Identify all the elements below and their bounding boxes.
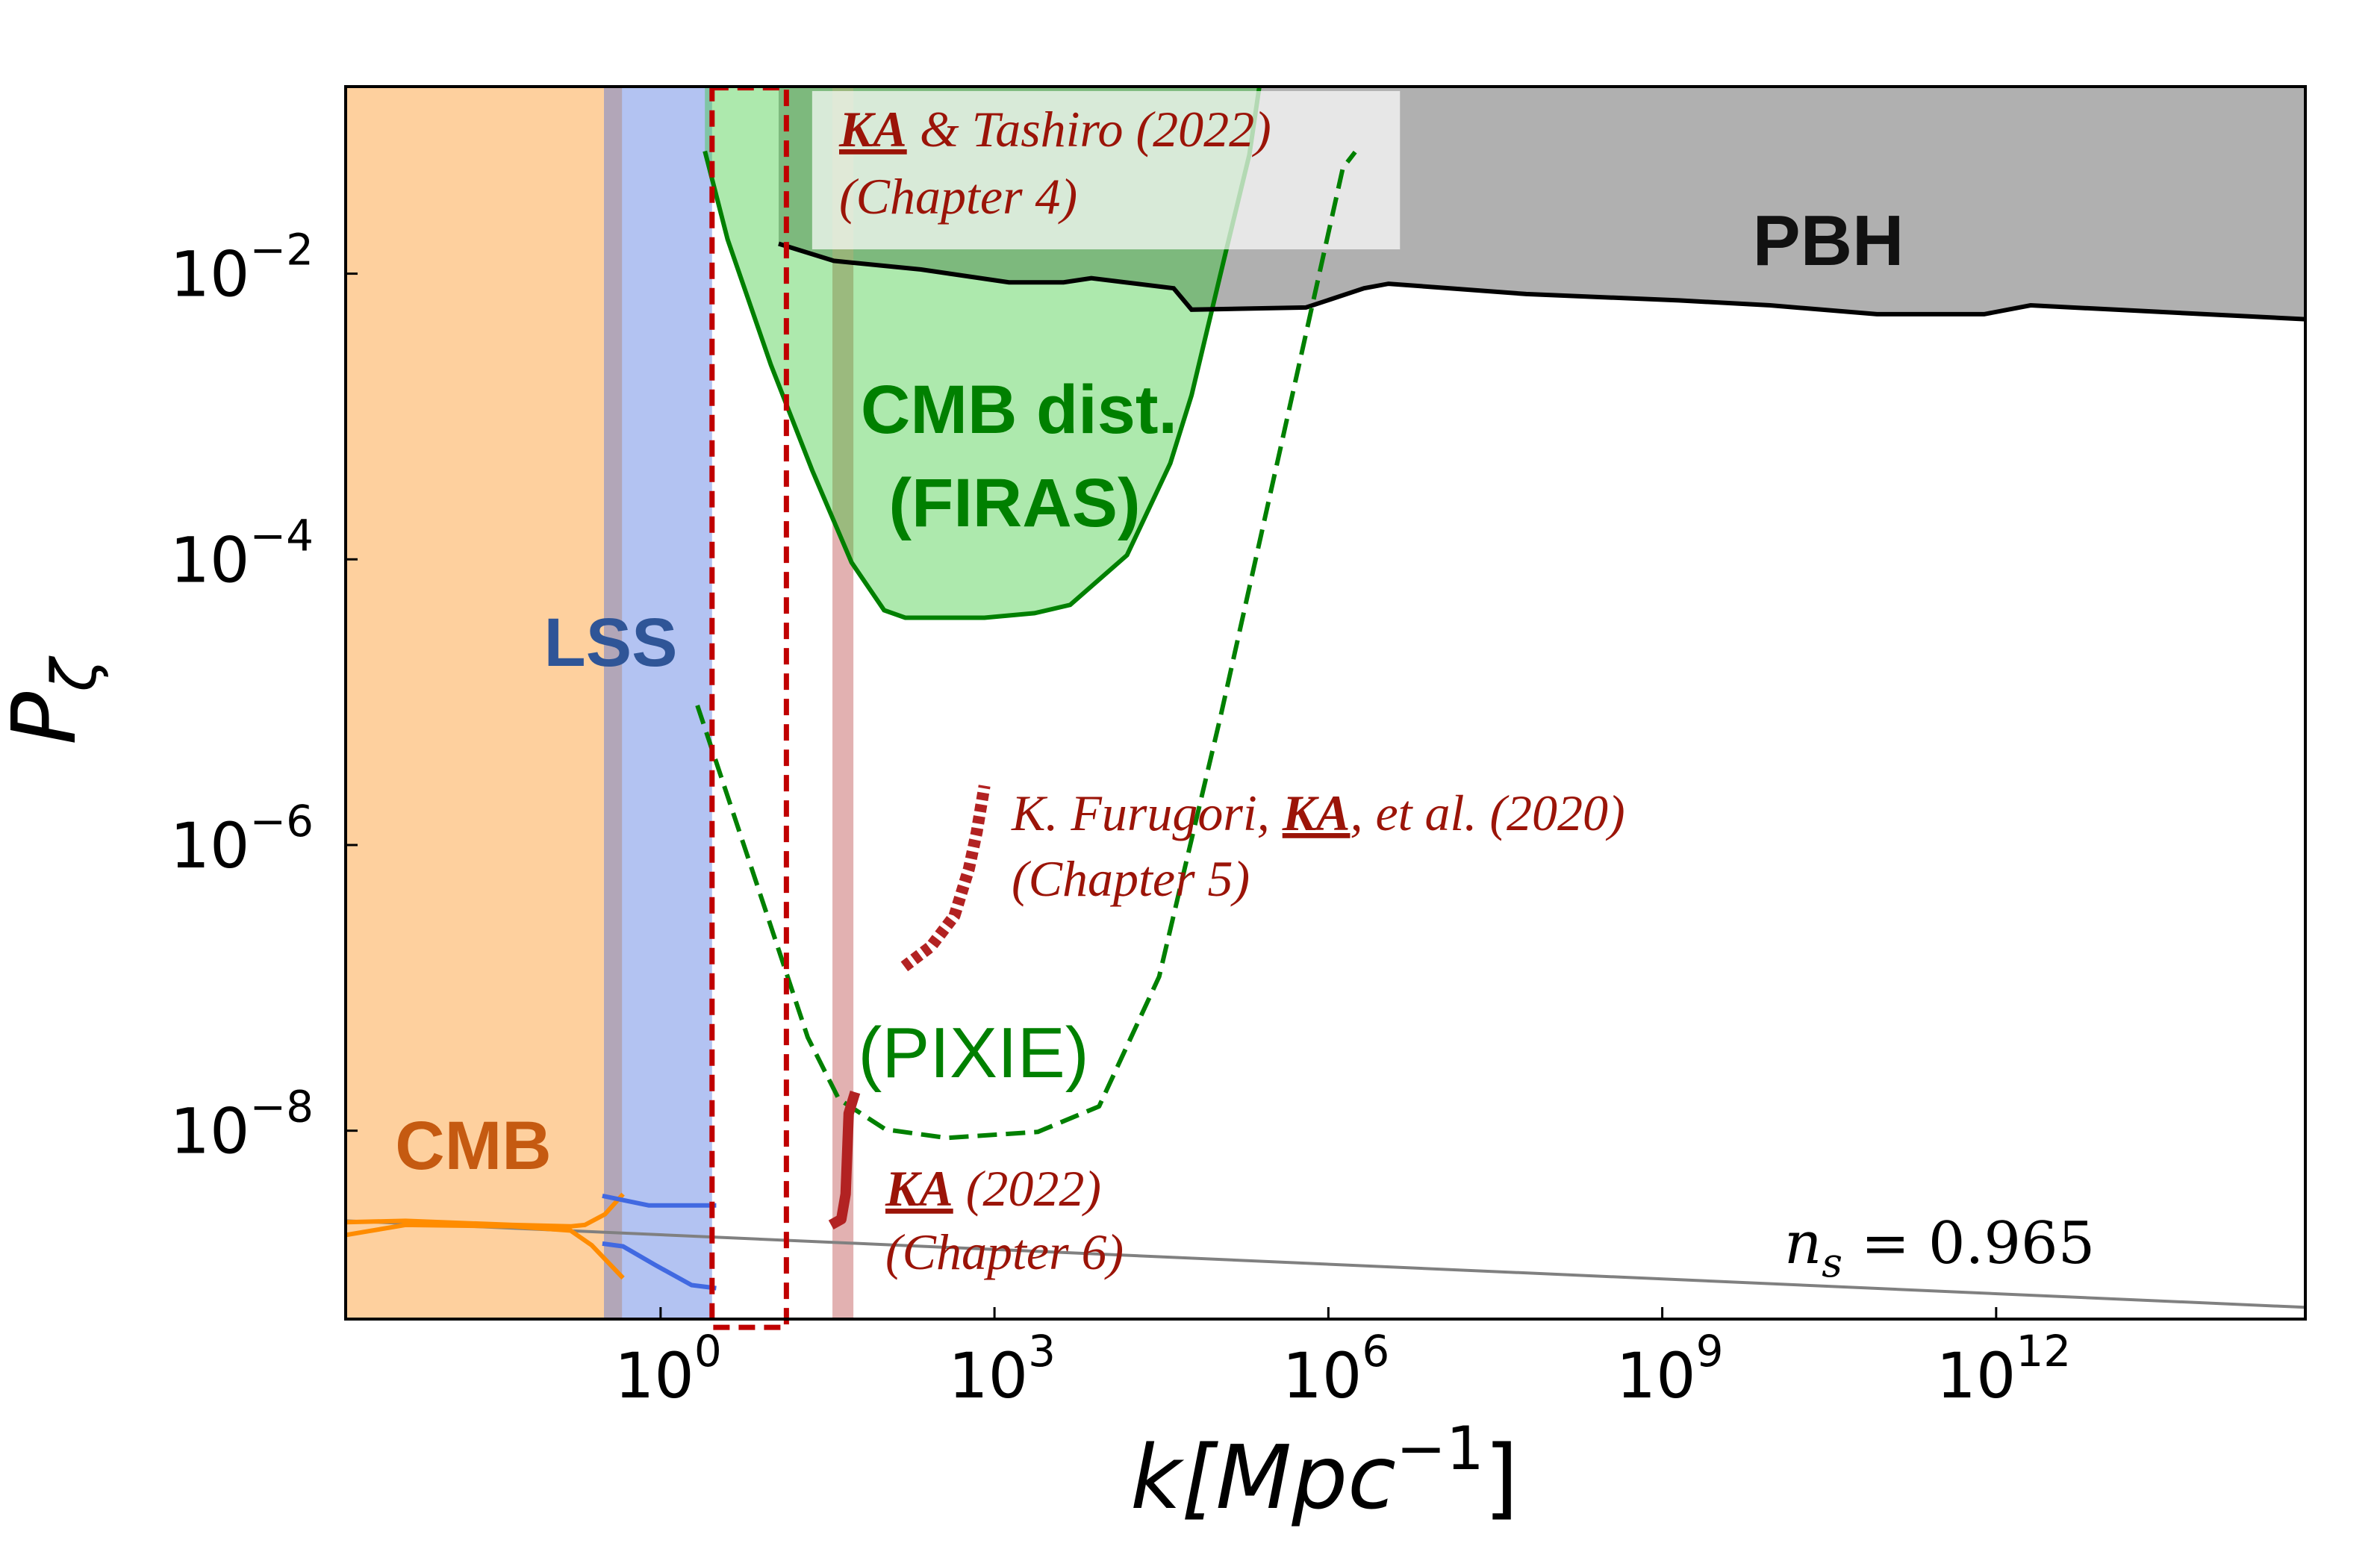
- x-tick-exp: 12: [2016, 1326, 2071, 1377]
- x-tick-label: 100: [614, 1326, 722, 1412]
- series-line-0: [695, 150, 1357, 1141]
- ka2022-annotation: KA (2022): [885, 1160, 1101, 1217]
- author-highlight: KA: [1282, 785, 1351, 841]
- ka2022-citation: (2022): [953, 1160, 1101, 1217]
- y-tick-label: 10−8: [170, 1082, 314, 1168]
- plot-frame: [344, 85, 2307, 1321]
- tashiro-chapter: (Chapter 4): [839, 168, 1077, 225]
- ns-symbol: n: [1784, 1210, 1822, 1277]
- y-tick-label: 10−2: [170, 225, 314, 311]
- y-tick-exp: −2: [250, 225, 314, 275]
- x-tick-base: 10: [948, 1339, 1028, 1412]
- y-tick-exp: −4: [250, 510, 314, 561]
- firas-boundary: [703, 87, 1262, 620]
- furugori-authors: K. Furugori,: [1011, 785, 1283, 841]
- y-tick-label: 10−4: [170, 510, 314, 596]
- series-line-2: [346, 1192, 625, 1229]
- firas-label-2: (FIRAS): [888, 465, 1140, 541]
- pbh-label: PBH: [1753, 201, 1904, 281]
- author-highlight: KA: [885, 1160, 953, 1217]
- cmb-region: [346, 87, 623, 1319]
- series-line-3: [346, 1222, 625, 1280]
- x-tick-exp: 9: [1696, 1326, 1724, 1377]
- x-label-main: k[Mpc: [1130, 1426, 1396, 1529]
- x-tick-base: 10: [1936, 1339, 2016, 1412]
- series-line-6: [828, 1091, 861, 1230]
- y-label-sub: ζ: [40, 655, 110, 693]
- series-line-1: [346, 1219, 2305, 1309]
- furugori-chapter: (Chapter 5): [1012, 850, 1250, 907]
- cmb-lss-overlap: [604, 87, 623, 1319]
- series-line-7: [900, 785, 991, 972]
- ka2022-chapter: (Chapter 6): [885, 1224, 1124, 1280]
- tashiro-citation: & Tashiro (2022): [907, 101, 1271, 158]
- y-tick-base: 10: [170, 523, 250, 596]
- y-tick-base: 10: [170, 809, 250, 882]
- x-tick-exp: 3: [1028, 1326, 1056, 1377]
- x-tick-label: 103: [948, 1326, 1056, 1412]
- x-tick-label: 109: [1616, 1326, 1724, 1412]
- y-tick-exp: −8: [250, 1082, 314, 1132]
- y-tick-label: 10−6: [170, 796, 314, 882]
- y-tick-base: 10: [170, 238, 250, 311]
- x-tick-label: 1012: [1936, 1326, 2071, 1412]
- pixie-label: (PIXIE): [858, 1013, 1088, 1093]
- regions-layer: [346, 87, 2305, 1319]
- y-label-main: P: [0, 692, 96, 745]
- x-tick-base: 10: [1616, 1339, 1696, 1412]
- ns-annotation: ns = 0.965: [1784, 1210, 2095, 1286]
- pbh-boundary: [778, 241, 2305, 322]
- x-tick-base: 10: [614, 1339, 694, 1412]
- ns-subscript: s: [1822, 1239, 1842, 1286]
- author-highlight: KA: [838, 101, 907, 158]
- y-axis-label: Pζ: [0, 655, 110, 745]
- y-tick-base: 10: [170, 1095, 250, 1168]
- tashiro-annotation: KA & Tashiro (2022): [838, 101, 1271, 158]
- series-line-5: [602, 1241, 717, 1291]
- cmb-label: CMB: [395, 1108, 552, 1184]
- x-axis-label: k[Mpc−1]: [1130, 1414, 1518, 1529]
- annotation-backdrop: [811, 90, 1401, 250]
- lss-label: LSS: [544, 605, 678, 681]
- ns-value: = 0.965: [1842, 1210, 2095, 1277]
- x-tick-base: 10: [1282, 1339, 1362, 1412]
- furugori-citation: , et al. (2020): [1350, 785, 1624, 841]
- x-tick-exp: 6: [1362, 1326, 1389, 1377]
- firas-label-1: CMB dist.: [861, 372, 1177, 448]
- x-tick-exp: 0: [694, 1326, 722, 1377]
- series-line-4: [602, 1193, 717, 1208]
- furugori-annotation: K. Furugori, KA, et al. (2020): [1011, 785, 1625, 841]
- x-tick-label: 106: [1282, 1326, 1389, 1412]
- x-label-close: ]: [1484, 1426, 1518, 1529]
- y-tick-exp: −6: [250, 796, 314, 847]
- x-label-sup: −1: [1396, 1414, 1484, 1483]
